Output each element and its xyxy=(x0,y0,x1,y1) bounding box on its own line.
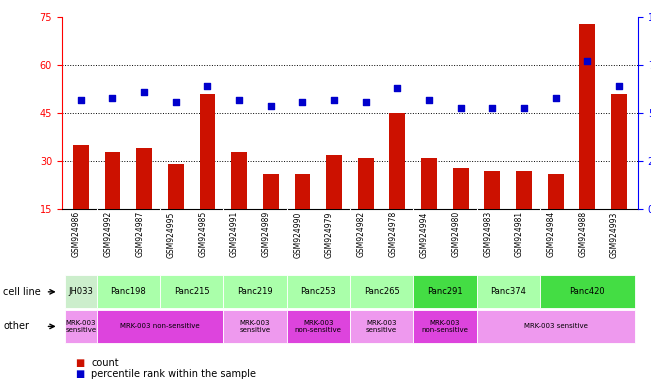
Bar xyxy=(350,275,413,308)
Bar xyxy=(326,155,342,209)
Bar xyxy=(579,24,595,209)
Point xyxy=(76,97,86,103)
Text: MRK-003
non-sensitive: MRK-003 non-sensitive xyxy=(295,320,342,333)
Text: MRK-003 non-sensitive: MRK-003 non-sensitive xyxy=(120,323,200,329)
Text: GSM924993: GSM924993 xyxy=(610,211,619,258)
Bar xyxy=(477,275,540,308)
Point xyxy=(582,58,592,65)
Text: GSM924995: GSM924995 xyxy=(167,211,176,258)
Point xyxy=(171,99,181,105)
Point xyxy=(424,97,434,103)
Text: count: count xyxy=(91,358,118,368)
Bar xyxy=(389,113,406,209)
Text: GSM924994: GSM924994 xyxy=(420,211,429,258)
Point xyxy=(107,95,118,101)
Bar xyxy=(96,310,223,343)
Bar xyxy=(294,174,311,209)
Text: MRK-003 sensitive: MRK-003 sensitive xyxy=(524,323,588,329)
Text: GSM924983: GSM924983 xyxy=(483,211,492,258)
Text: Panc219: Panc219 xyxy=(237,287,273,296)
Point xyxy=(329,97,339,103)
Text: Panc215: Panc215 xyxy=(174,287,210,296)
Bar xyxy=(231,152,247,209)
Text: GSM924992: GSM924992 xyxy=(104,211,113,258)
Text: GSM924985: GSM924985 xyxy=(199,211,208,258)
Bar xyxy=(286,275,350,308)
Bar xyxy=(358,158,374,209)
Bar xyxy=(611,94,627,209)
Bar xyxy=(65,275,96,308)
Text: Panc253: Panc253 xyxy=(300,287,336,296)
Point xyxy=(139,89,149,95)
Bar xyxy=(516,171,532,209)
Text: Panc374: Panc374 xyxy=(490,287,526,296)
Bar xyxy=(421,158,437,209)
Bar xyxy=(73,145,89,209)
Text: JH033: JH033 xyxy=(68,287,93,296)
Bar xyxy=(477,310,635,343)
Text: GSM924990: GSM924990 xyxy=(294,211,303,258)
Text: Panc265: Panc265 xyxy=(364,287,400,296)
Point xyxy=(298,99,308,105)
Bar xyxy=(223,310,286,343)
Bar xyxy=(286,310,350,343)
Point xyxy=(456,104,466,111)
Point xyxy=(392,85,402,91)
Point xyxy=(266,103,276,109)
Text: GSM924982: GSM924982 xyxy=(357,211,366,257)
Point xyxy=(519,104,529,111)
Bar xyxy=(96,275,160,308)
Text: ■: ■ xyxy=(75,358,84,368)
Text: percentile rank within the sample: percentile rank within the sample xyxy=(91,369,256,379)
Bar xyxy=(413,310,477,343)
Bar xyxy=(547,174,564,209)
Text: Panc198: Panc198 xyxy=(111,287,146,296)
Text: GSM924986: GSM924986 xyxy=(72,211,81,258)
Bar xyxy=(263,174,279,209)
Bar xyxy=(350,310,413,343)
Bar xyxy=(200,94,215,209)
Text: Panc420: Panc420 xyxy=(570,287,605,296)
Text: GSM924980: GSM924980 xyxy=(452,211,461,258)
Text: cell line: cell line xyxy=(3,287,41,297)
Text: GSM924984: GSM924984 xyxy=(547,211,556,258)
Text: MRK-003
sensitive: MRK-003 sensitive xyxy=(366,320,397,333)
Bar xyxy=(168,164,184,209)
Bar xyxy=(484,171,500,209)
Text: MRK-003
non-sensitive: MRK-003 non-sensitive xyxy=(421,320,468,333)
Text: GSM924988: GSM924988 xyxy=(578,211,587,257)
Text: GSM924978: GSM924978 xyxy=(389,211,397,258)
Point xyxy=(361,99,371,105)
Bar xyxy=(65,310,96,343)
Text: GSM924979: GSM924979 xyxy=(325,211,334,258)
Text: MRK-003
sensitive: MRK-003 sensitive xyxy=(240,320,271,333)
Bar xyxy=(136,149,152,209)
Text: ■: ■ xyxy=(75,369,84,379)
Text: other: other xyxy=(3,321,29,331)
Point xyxy=(487,104,497,111)
Bar xyxy=(540,275,635,308)
Point xyxy=(614,83,624,89)
Bar xyxy=(453,168,469,209)
Point xyxy=(551,95,561,101)
Point xyxy=(234,97,244,103)
Bar xyxy=(105,152,120,209)
Text: GSM924981: GSM924981 xyxy=(515,211,524,257)
Bar xyxy=(160,275,223,308)
Text: Panc291: Panc291 xyxy=(427,287,463,296)
Bar xyxy=(413,275,477,308)
Text: GSM924989: GSM924989 xyxy=(262,211,271,258)
Text: GSM924987: GSM924987 xyxy=(135,211,144,258)
Bar xyxy=(223,275,286,308)
Point xyxy=(202,83,213,89)
Text: GSM924991: GSM924991 xyxy=(230,211,239,258)
Text: MRK-003
sensitive: MRK-003 sensitive xyxy=(65,320,96,333)
